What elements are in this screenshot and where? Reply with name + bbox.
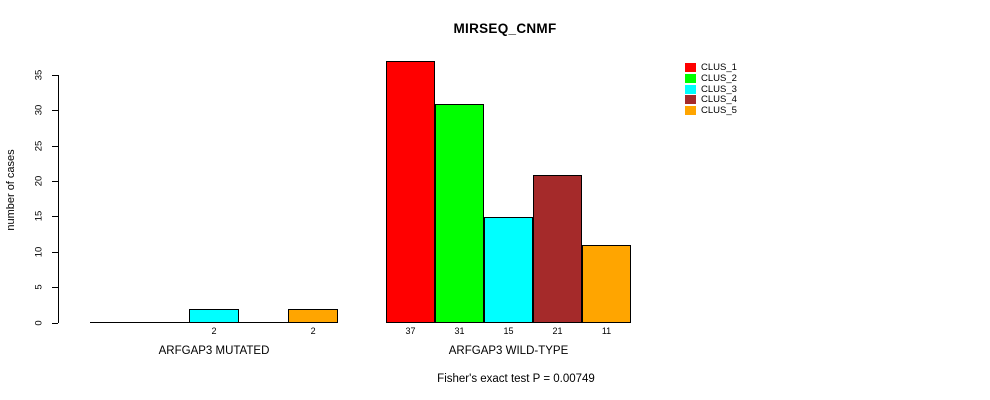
legend-item-clus_4: CLUS_4 [685,94,737,105]
bar-value-label: 31 [454,326,465,336]
y-axis-tick-label: 25 [33,140,45,151]
y-axis-tick [52,145,58,147]
y-axis-tick-label: 10 [33,246,45,258]
legend-item-clus_2: CLUS_2 [685,73,737,84]
category-label: ARFGAP3 WILD-TYPE [448,345,569,357]
y-axis-tick-label: 5 [33,284,45,290]
bar-clus_2 [435,104,484,323]
legend-item-clus_1: CLUS_1 [685,62,737,73]
legend-label: CLUS_4 [701,94,737,106]
y-axis-tick-label: 35 [33,69,45,81]
legend-item-clus_3: CLUS_3 [685,84,737,95]
bar-clus_4 [533,175,582,323]
y-axis-label: number of cases [5,149,17,231]
legend-label: CLUS_3 [701,83,737,95]
bar-value-label: 15 [503,326,514,336]
y-axis-tick [52,322,58,324]
bar-value-label: 2 [211,326,217,336]
legend-swatch-clus_1 [685,63,696,72]
bar-value-label: 21 [552,326,563,336]
legend-swatch-clus_5 [685,106,696,115]
bar-clus_3 [484,217,533,323]
y-axis-tick-label: 15 [33,211,45,222]
y-axis-line [58,75,59,323]
y-axis-tick-label: 0 [33,319,45,326]
y-axis-tick [52,287,58,289]
y-axis-tick [52,251,58,253]
y-axis-tick [52,216,58,218]
fisher-test-annotation: Fisher's exact test P = 0.00749 [437,373,595,385]
legend-swatch-clus_4 [685,95,696,105]
bar-clus_5 [288,309,338,323]
legend-label: CLUS_2 [701,72,737,84]
bar-clus_5 [582,245,631,323]
y-axis-tick-label: 20 [33,175,45,187]
bar-clus_3 [189,309,239,323]
legend-item-clus_5: CLUS_5 [685,105,737,116]
bar-value-label: 2 [310,326,316,336]
y-axis-tick [52,75,58,76]
legend-label: CLUS_5 [701,105,737,116]
chart-title: MIRSEQ_CNMF [453,21,557,36]
bar-value-label: 11 [601,326,612,336]
bar-value-label: 37 [405,326,416,336]
legend-label: CLUS_1 [701,62,737,73]
y-axis-tick [52,181,58,183]
y-axis-tick [52,110,58,112]
legend-swatch-clus_3 [685,84,696,94]
legend-swatch-clus_2 [685,73,696,83]
category-label: ARFGAP3 MUTATED [158,345,270,357]
bar-clus_1 [386,61,435,323]
y-axis-tick-label: 30 [33,105,45,116]
